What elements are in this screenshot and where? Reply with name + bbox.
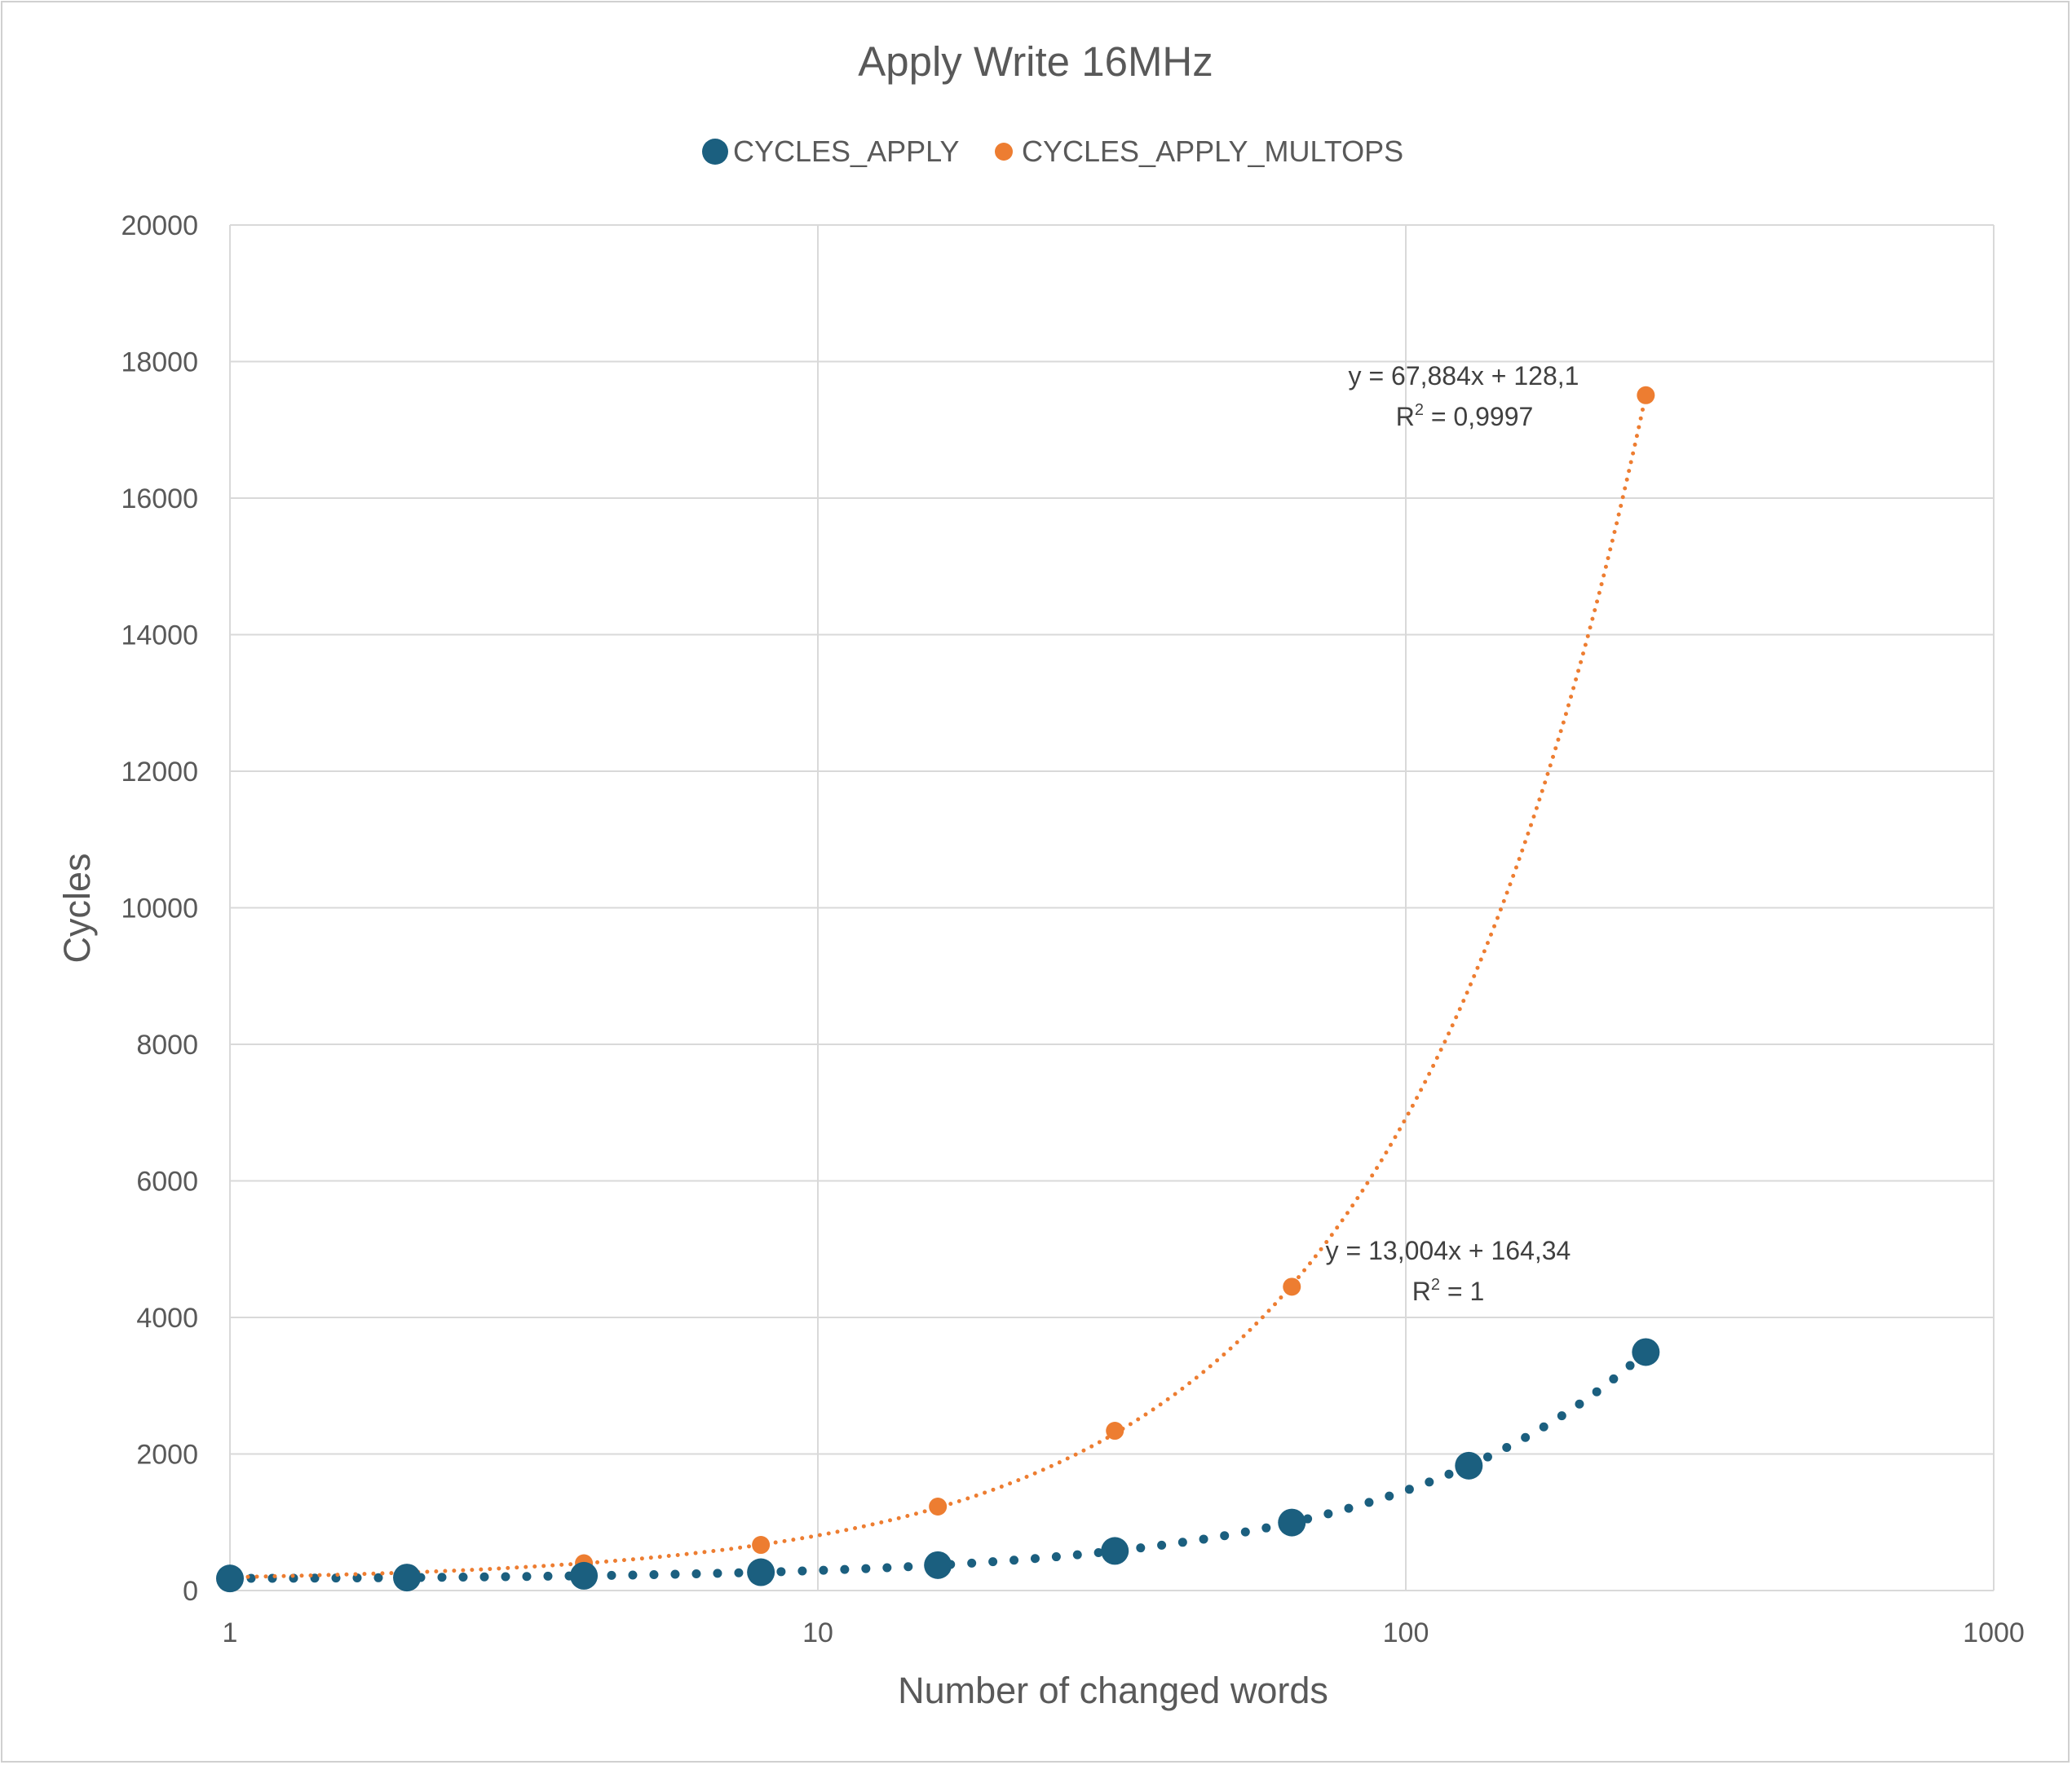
y-tick-label: 8000: [136, 1030, 198, 1061]
trendline-r2-superscript-multops: 2: [1415, 401, 1424, 419]
trendline-r2-text-apply: R2 = 1: [1412, 1276, 1485, 1306]
point-cycles-apply: [924, 1551, 952, 1579]
trendline-equation-text-apply: y = 13,004x + 164,34: [1326, 1236, 1571, 1265]
y-axis-ticks: 0 2000 4000 6000 8000 10000 12000 14000 16000 180…: [121, 210, 198, 1607]
trendline-r2-text-multops: R2 = 0,9997: [1396, 401, 1534, 431]
trendline-r2-value-multops: = 0,9997: [1424, 402, 1533, 431]
point-cycles-apply-multops: [752, 1536, 771, 1555]
trendline-cycles-apply-multops: [228, 393, 1648, 1580]
y-tick-label: 12000: [121, 757, 198, 788]
legend-label-cycles-apply-multops: CYCLES_APPLY_MULTOPS: [1022, 135, 1403, 168]
legend: CYCLES_APPLY CYCLES_APPLY_MULTOPS: [702, 135, 1403, 168]
trendline-equation-multops: y = 67,884x + 128,1 R2 = 0,9997: [1349, 361, 1579, 431]
point-cycles-apply: [1101, 1537, 1129, 1565]
y-tick-label: 14000: [121, 620, 198, 651]
gridlines: [229, 224, 1995, 1591]
trendline-r2-value-apply: = 1: [1440, 1277, 1484, 1306]
y-tick-label: 6000: [136, 1167, 198, 1198]
legend-label-cycles-apply: CYCLES_APPLY: [733, 135, 959, 168]
y-tick-label: 16000: [121, 483, 198, 514]
trendline-r2-superscript-apply: 2: [1431, 1276, 1440, 1294]
chart-title: Apply Write 16MHz: [858, 38, 1213, 85]
trendline-cycles-apply: [225, 1347, 1650, 1583]
y-tick-label: 0: [183, 1576, 198, 1607]
y-axis-label: Cycles: [56, 853, 98, 963]
trendline-r2-prefix-multops: R: [1396, 402, 1415, 431]
trendline-equation-apply: y = 13,004x + 164,34 R2 = 1: [1326, 1236, 1571, 1306]
point-cycles-apply-multops: [929, 1497, 948, 1516]
y-tick-label: 10000: [121, 894, 198, 924]
y-tick-label: 18000: [121, 347, 198, 378]
x-axis-label: Number of changed words: [898, 1670, 1328, 1711]
legend-marker-cycles-apply-multops: [995, 143, 1013, 161]
point-cycles-apply: [747, 1558, 775, 1586]
x-tick-label: 1: [223, 1617, 238, 1648]
point-cycles-apply: [1278, 1508, 1306, 1537]
x-tick-label: 10: [802, 1617, 833, 1648]
legend-marker-cycles-apply: [702, 139, 728, 165]
point-cycles-apply: [570, 1561, 599, 1590]
y-tick-label: 2000: [136, 1440, 198, 1471]
y-tick-label: 20000: [121, 210, 198, 241]
data-points: [216, 386, 1660, 1593]
point-cycles-apply: [216, 1564, 244, 1593]
point-cycles-apply: [393, 1564, 422, 1592]
trendlines: [225, 393, 1650, 1583]
point-cycles-apply: [1455, 1451, 1483, 1480]
x-tick-label: 1000: [1963, 1617, 2025, 1648]
x-axis-ticks: 1 10 100 1000: [223, 1617, 2025, 1648]
trendline-r2-prefix-apply: R: [1412, 1277, 1431, 1306]
point-cycles-apply-multops: [1637, 386, 1655, 404]
y-tick-label: 4000: [136, 1303, 198, 1334]
trendline-equation-text-multops: y = 67,884x + 128,1: [1349, 361, 1579, 391]
x-tick-label: 100: [1383, 1617, 1429, 1648]
point-cycles-apply-multops: [1106, 1422, 1124, 1441]
point-cycles-apply-multops: [1283, 1277, 1301, 1296]
point-cycles-apply: [1632, 1338, 1660, 1366]
